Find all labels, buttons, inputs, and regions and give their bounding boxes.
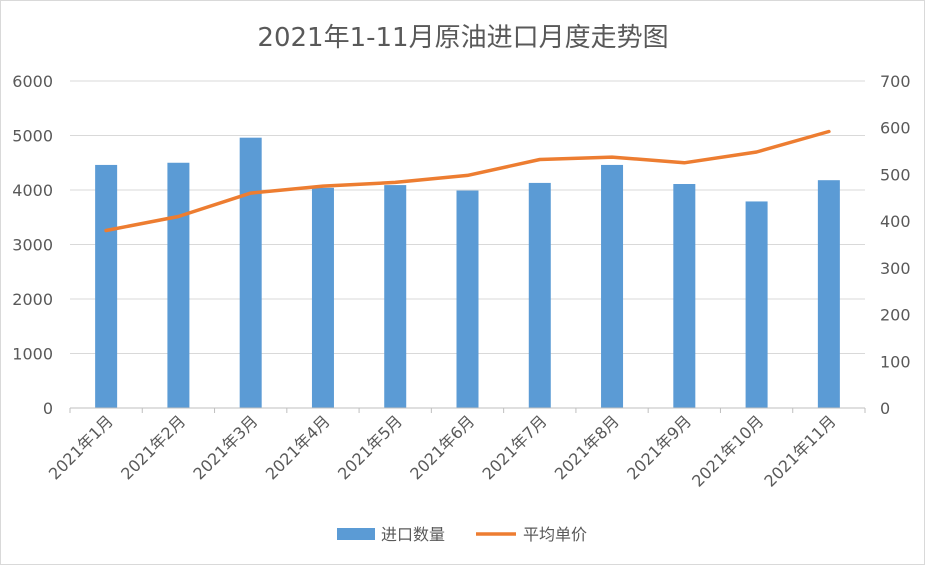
- x-tick-label: 2021年11月: [760, 411, 839, 490]
- legend-label: 进口数量: [381, 525, 445, 544]
- bar-series: [95, 137, 840, 408]
- bar: [528, 182, 551, 408]
- bar: [311, 187, 334, 408]
- y-right-tick-label: 700: [880, 72, 911, 91]
- y-left-tick-label: 3000: [12, 236, 53, 255]
- chart-title: 2021年1-11月原油进口月度走势图: [257, 23, 668, 53]
- x-tick-label: 2021年2月: [117, 411, 189, 483]
- x-tick-label: 2021年6月: [406, 411, 478, 483]
- y-right-tick-label: 0: [880, 399, 890, 418]
- x-tick-label: 2021年5月: [334, 411, 406, 483]
- y-left-tick-label: 2000: [12, 290, 53, 309]
- y-left-tick-label: 1000: [12, 345, 53, 364]
- x-tick-label: 2021年10月: [688, 411, 767, 490]
- line-path: [104, 129, 831, 233]
- x-tick-label: 2021年3月: [189, 411, 261, 483]
- y-right-tick-label: 100: [880, 352, 911, 371]
- bar: [601, 164, 624, 408]
- bar: [745, 201, 768, 408]
- line-series: [104, 129, 831, 233]
- bar: [817, 180, 840, 408]
- bar: [456, 190, 479, 408]
- y-right-tick-label: 300: [880, 259, 911, 278]
- bar: [673, 184, 696, 408]
- x-tick-label: 2021年9月: [623, 411, 695, 483]
- x-tick-label: 2021年7月: [479, 411, 551, 483]
- x-tick-label: 2021年1月: [45, 411, 117, 483]
- y-right-tick-label: 500: [880, 165, 911, 184]
- bar: [167, 162, 190, 408]
- bar: [95, 164, 118, 408]
- legend-swatch-bar: [337, 528, 375, 540]
- y-right-tick-label: 400: [880, 212, 911, 231]
- y-right-tick-label: 200: [880, 306, 911, 325]
- y-left-tick-label: 4000: [12, 181, 53, 200]
- y-left-tick-label: 5000: [12, 127, 53, 146]
- legend: 进口数量 平均单价: [337, 525, 587, 544]
- legend-label: 平均单价: [523, 525, 587, 544]
- y-left-tick-label: 6000: [12, 72, 53, 91]
- y-left-tick-label: 0: [43, 399, 53, 418]
- bar: [384, 185, 407, 408]
- x-tick-label: 2021年8月: [551, 411, 623, 483]
- bar: [239, 137, 262, 408]
- y-right-tick-label: 600: [880, 119, 911, 138]
- x-tick-label: 2021年4月: [262, 411, 334, 483]
